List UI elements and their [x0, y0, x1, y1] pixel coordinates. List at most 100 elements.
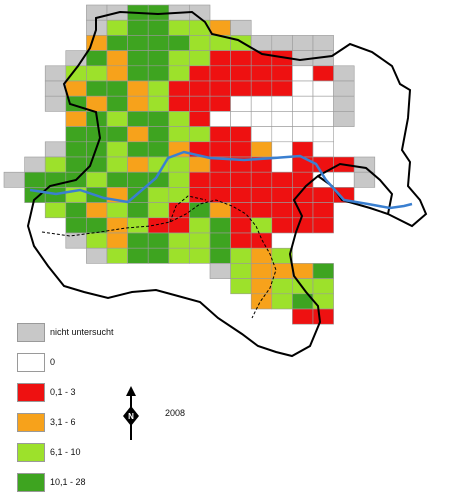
grid-cell — [209, 65, 231, 82]
grid-cell — [271, 35, 293, 51]
grid-cell — [312, 278, 334, 295]
grid-cell — [86, 247, 108, 264]
grid-cell — [230, 202, 252, 219]
grid-cell — [86, 126, 108, 143]
grid-cell — [44, 80, 67, 97]
grid-cell — [147, 156, 170, 173]
grid-cell — [189, 19, 211, 36]
inner-border — [317, 162, 394, 215]
grid-cell — [147, 202, 170, 219]
grid-cell — [209, 247, 231, 264]
north-arrow-icon: N — [120, 386, 142, 447]
grid-cell — [250, 202, 273, 219]
grid-cell — [127, 80, 149, 97]
grid-cell — [209, 126, 231, 143]
grid-cells — [3, 4, 376, 325]
grid-cell — [312, 308, 334, 325]
grid-cell — [209, 50, 231, 67]
grid-cell — [106, 247, 128, 264]
district-border-2 — [169, 195, 207, 223]
grid-cell — [168, 202, 190, 219]
grid-cell — [189, 232, 211, 249]
grid-cell — [312, 187, 334, 203]
grid-cell — [189, 247, 211, 264]
grid-cell — [230, 187, 252, 203]
grid-cell — [168, 171, 190, 188]
grid-cell — [209, 95, 231, 112]
grid-cell — [106, 50, 128, 67]
grid-cell — [271, 80, 293, 97]
grid-cell — [106, 80, 128, 97]
grid-cell — [44, 141, 67, 158]
grid-cell — [271, 141, 293, 158]
grid-cell — [312, 202, 334, 219]
grid-cell — [312, 80, 334, 97]
legend-swatch-not-examined — [17, 323, 45, 342]
grid-cell — [209, 171, 231, 188]
grid-cell — [312, 95, 334, 112]
grid-cell — [209, 19, 231, 36]
grid-cell — [250, 65, 273, 82]
grid-cell — [250, 263, 273, 279]
grid-cell — [292, 95, 314, 112]
grid-cell — [209, 232, 231, 249]
grid-cell — [127, 247, 149, 264]
district-border — [41, 199, 277, 319]
grid-cell — [189, 126, 211, 143]
grid-cell — [127, 232, 149, 249]
grid-cell — [106, 141, 128, 158]
grid-cell — [230, 80, 252, 97]
grid-cell — [147, 80, 170, 97]
legend-swatch-class-3 — [17, 443, 45, 462]
grid-cell — [147, 126, 170, 143]
grid-cell — [86, 202, 108, 219]
grid-cell — [209, 187, 231, 203]
grid-cell — [86, 217, 108, 234]
grid-cell — [127, 202, 149, 219]
grid-cell — [106, 111, 128, 127]
grid-cell — [24, 156, 46, 173]
grid-cell — [147, 19, 170, 36]
grid-cell — [230, 141, 252, 158]
grid-cell — [189, 35, 211, 51]
grid-cell — [230, 50, 252, 67]
grid-cell — [189, 111, 211, 127]
grid-cell — [106, 95, 128, 112]
grid-cell — [209, 80, 231, 97]
grid-cell — [168, 35, 190, 51]
grid-cell — [230, 247, 252, 264]
grid-cell — [168, 19, 190, 36]
grid-cell — [44, 202, 67, 219]
grid-cell — [209, 217, 231, 234]
grid-cell — [44, 65, 67, 82]
legend-swatch-class-2 — [17, 413, 45, 432]
grid-cell — [230, 232, 252, 249]
grid-cell — [65, 141, 87, 158]
grid-cell — [168, 65, 190, 82]
grid-cell — [333, 187, 355, 203]
grid-cell — [106, 35, 128, 51]
grid-cell — [292, 308, 314, 325]
grid-cell — [127, 156, 149, 173]
grid-cell — [292, 111, 314, 127]
grid-cell — [3, 171, 25, 188]
grid-cell — [312, 141, 334, 158]
grid-cell — [250, 141, 273, 158]
legend-label-class-4: 10,1 - 28 — [50, 477, 86, 487]
grid-cell — [106, 232, 128, 249]
grid-cell — [65, 111, 87, 127]
svg-text:N: N — [128, 412, 134, 421]
grid-cell — [106, 65, 128, 82]
grid-cell — [65, 126, 87, 143]
grid-cell — [127, 171, 149, 188]
grid-cell — [292, 126, 314, 143]
grid-cell — [147, 95, 170, 112]
grid-cell — [250, 232, 273, 249]
grid-cell — [147, 187, 170, 203]
grid-cell — [230, 111, 252, 127]
grid-cell — [106, 171, 128, 188]
grid-cell — [312, 35, 334, 51]
grid-cell — [230, 263, 252, 279]
grid-cell — [147, 141, 170, 158]
grid-cell — [292, 35, 314, 51]
